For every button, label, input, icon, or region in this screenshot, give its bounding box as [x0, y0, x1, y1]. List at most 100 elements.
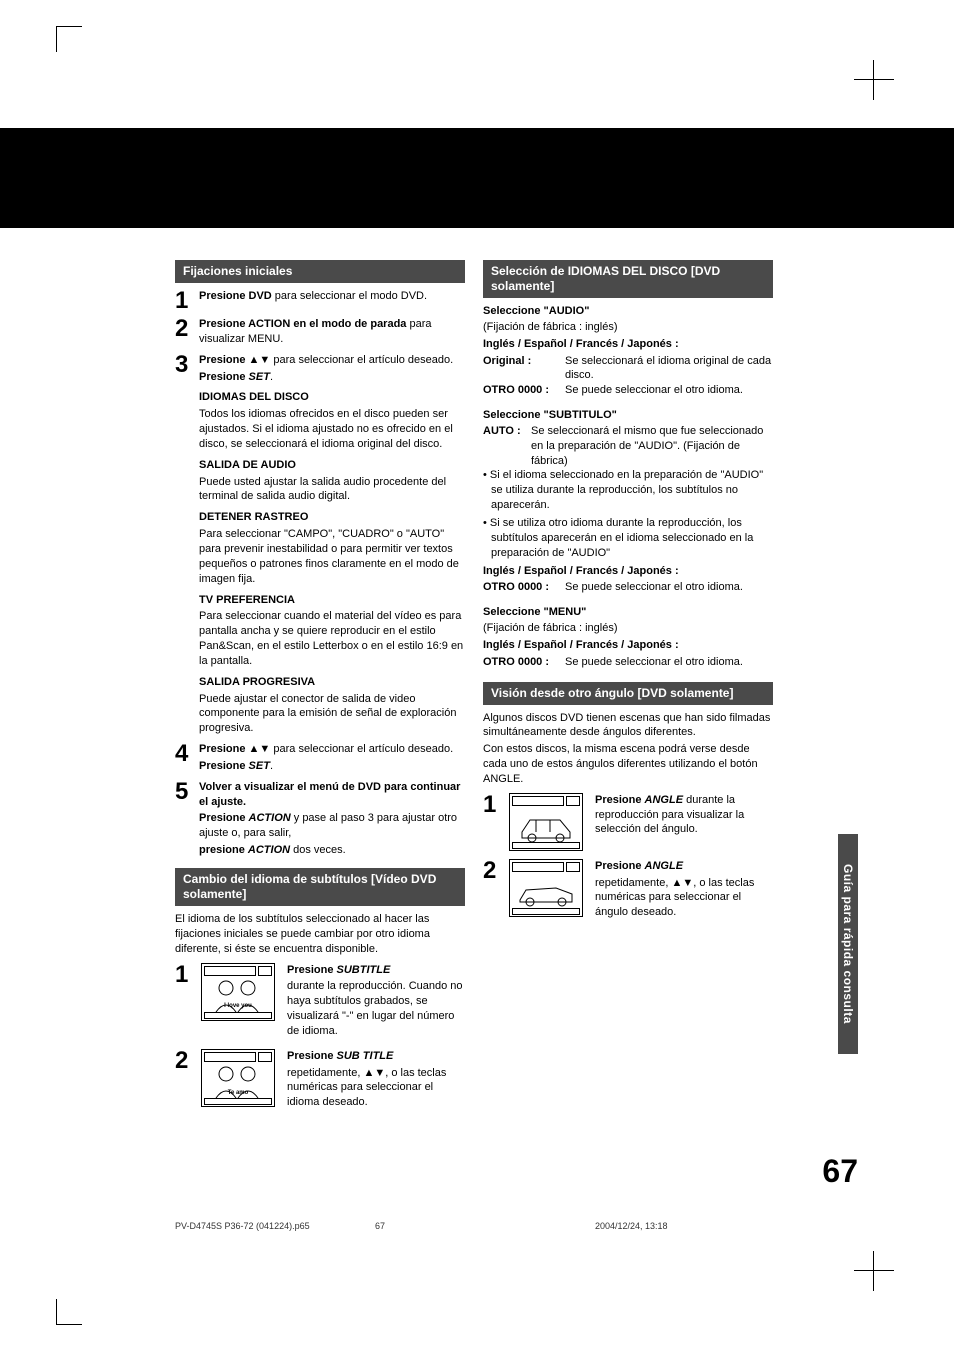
text: repetidamente, — [595, 877, 671, 889]
value: Se puede seleccionar el otro idioma. — [565, 383, 773, 398]
step-number: 3 — [175, 353, 195, 738]
text: Inglés / Español / Francés / Japonés : — [483, 639, 679, 651]
text: SET — [249, 371, 270, 383]
step-number: 1 — [175, 289, 195, 313]
arrows-icon: ▲▼ — [363, 1067, 385, 1079]
text: . — [270, 760, 273, 772]
text: ACTION — [249, 812, 291, 824]
arrows-icon: ▲▼ — [249, 743, 271, 755]
step-1: 1 Presione DVD para seleccionar el modo … — [175, 289, 465, 313]
text: repetidamente, — [287, 1067, 363, 1079]
step-number: 5 — [175, 780, 195, 860]
text: SUB TITLE — [337, 1050, 394, 1062]
definition: AUTO : Se seleccionará el mismo que fue … — [483, 424, 773, 469]
text: Presione — [595, 794, 645, 806]
text: Presione — [595, 860, 645, 872]
step-4: 4 Presione ▲▼ para seleccionar el artícu… — [175, 742, 465, 776]
value: Se seleccionará el mismo que fue selecci… — [531, 424, 773, 469]
text: SUBTITLE — [337, 964, 391, 976]
subtitle-step-2: 2 Te amo Presione SUB TITLE repetidament… — [175, 1049, 465, 1112]
paragraph: Para seleccionar "CAMPO", "CUADRO" o "AU… — [199, 527, 465, 586]
subheading: SALIDA DE AUDIO — [199, 458, 465, 473]
text: Presione — [199, 371, 249, 383]
value: Se puede seleccionar el otro idioma. — [565, 655, 773, 670]
definition: Original : Se seleccionará el idioma ori… — [483, 354, 773, 384]
section-header: Fijaciones iniciales — [175, 260, 465, 283]
footer-file: PV-D4745S P36-72 (041224).p65 — [175, 1220, 375, 1232]
screenshot-thumb — [509, 859, 583, 917]
paragraph: El idioma de los subtítulos seleccionado… — [175, 912, 465, 957]
label: AUTO : — [483, 424, 527, 469]
text: ANGLE — [645, 794, 684, 806]
paragraph: Con estos discos, la misma escena podrá … — [483, 742, 773, 787]
caption: Te amo — [202, 1089, 274, 1097]
subheading: SALIDA PROGRESIVA — [199, 675, 465, 690]
text: para seleccionar el modo DVD. — [272, 290, 427, 302]
step-number: 1 — [483, 793, 503, 817]
footer-timestamp: 2004/12/24, 13:18 — [475, 1220, 775, 1232]
text: Presione — [199, 743, 249, 755]
page-content: Fijaciones iniciales 1 Presione DVD para… — [175, 260, 775, 1120]
subheading: DETENER RASTREO — [199, 510, 465, 525]
step-number: 2 — [175, 317, 195, 349]
section-header: Cambio del idioma de subtítulos [Vídeo D… — [175, 868, 465, 906]
arrows-icon: ▲▼, — [671, 877, 696, 889]
label: OTRO 0000 : — [483, 580, 561, 595]
paragraph: Puede usted ajustar la salida audio proc… — [199, 475, 465, 505]
text: Presione — [199, 760, 249, 772]
step-number: 4 — [175, 742, 195, 776]
page-number: 67 — [822, 1150, 858, 1193]
text: Presione ACTION en el modo de parada — [199, 318, 406, 330]
subtitle-step-1: 1 I love you Presione SUBTITLE durante l… — [175, 963, 465, 1041]
text: Presione — [199, 354, 249, 366]
text: ANGLE — [645, 860, 684, 872]
screenshot-thumb: Te amo — [201, 1049, 275, 1107]
section-header: Selección de IDIOMAS DEL DISCO [DVD sola… — [483, 260, 773, 298]
text: presione — [199, 844, 248, 856]
definition: OTRO 0000 : Se puede seleccionar el otro… — [483, 580, 773, 595]
step-3: 3 Presione ▲▼ para seleccionar el artícu… — [175, 353, 465, 738]
text: Presione — [287, 964, 337, 976]
right-column: Selección de IDIOMAS DEL DISCO [DVD sola… — [483, 260, 773, 1120]
text: para seleccionar el artículo deseado. — [270, 354, 453, 366]
text: ACTION — [248, 844, 290, 856]
step-5: 5 Volver a visualizar el menú de DVD par… — [175, 780, 465, 860]
step-2: 2 Presione ACTION en el modo de parada p… — [175, 317, 465, 349]
subheading: Seleccione "SUBTITULO" — [483, 408, 773, 423]
subheading: Seleccione "MENU" — [483, 605, 773, 620]
text: Presione DVD — [199, 290, 272, 302]
subheading: Seleccione "AUDIO" — [483, 304, 773, 319]
text: Presione — [287, 1050, 337, 1062]
step-number: 2 — [175, 1049, 195, 1073]
car-icon — [516, 808, 576, 844]
text: Inglés / Español / Francés / Japonés : — [483, 565, 679, 577]
text: durante la reproducción. Cuando no haya … — [287, 979, 465, 1038]
arrows-icon: ▲▼ — [249, 354, 271, 366]
angle-step-1: 1 Presione ANGLE durante la reproducción… — [483, 793, 773, 851]
paragraph: (Fijación de fábrica : inglés) — [483, 621, 773, 636]
footer: PV-D4745S P36-72 (041224).p65 67 2004/12… — [175, 1220, 775, 1232]
screenshot-thumb — [509, 793, 583, 851]
definition: OTRO 0000 : Se puede seleccionar el otro… — [483, 655, 773, 670]
text: SET — [249, 760, 270, 772]
header-band — [0, 128, 954, 228]
footer-page: 67 — [375, 1220, 475, 1232]
label: OTRO 0000 : — [483, 655, 561, 670]
left-column: Fijaciones iniciales 1 Presione DVD para… — [175, 260, 465, 1120]
paragraph: Para seleccionar cuando el material del … — [199, 609, 465, 668]
paragraph: Puede ajustar el conector de salida de v… — [199, 692, 465, 737]
bullet: • Si se utiliza otro idioma durante la r… — [483, 516, 773, 561]
value: Se puede seleccionar el otro idioma. — [565, 580, 773, 595]
text: . — [270, 371, 273, 383]
side-tab: Guía para rápida consulta — [838, 834, 858, 1054]
angle-step-2: 2 Presione ANGLE repetidamente, ▲▼, o la… — [483, 859, 773, 922]
subheading: TV PREFERENCIA — [199, 593, 465, 608]
label: OTRO 0000 : — [483, 383, 561, 398]
caption: I love you — [202, 1002, 274, 1010]
text: dos veces. — [290, 844, 346, 856]
definition: OTRO 0000 : Se puede seleccionar el otro… — [483, 383, 773, 398]
step-number: 1 — [175, 963, 195, 987]
text: Presione — [199, 812, 249, 824]
paragraph: Todos los idiomas ofrecidos en el disco … — [199, 407, 465, 452]
bullet: • Si el idioma seleccionado en la prepar… — [483, 468, 773, 513]
